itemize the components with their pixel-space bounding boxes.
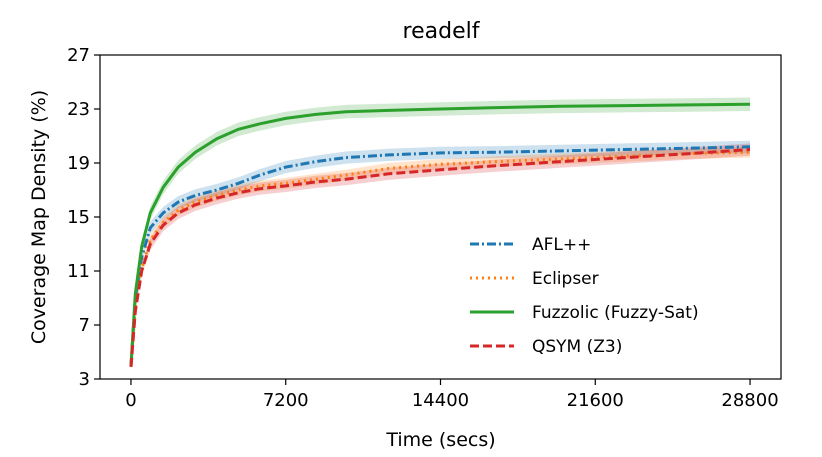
y-tick-label: 19 — [67, 153, 90, 174]
band-1 — [131, 146, 750, 367]
x-tick-label: 21600 — [567, 390, 624, 411]
x-tick-label: 7200 — [263, 390, 309, 411]
y-tick-label: 23 — [67, 99, 90, 120]
confidence-bands — [131, 97, 750, 367]
y-axis-label: Coverage Map Density (%) — [28, 90, 50, 344]
legend: AFL++ Eclipser Fuzzolic (Fuzzy-Sat) QSYM (Z… — [470, 235, 699, 357]
series-line-3 — [129, 148, 751, 368]
legend-label-1: Eclipser — [532, 269, 599, 289]
x-axis-label: Time (secs) — [385, 429, 495, 451]
legend-label-3: QSYM (Z3) — [532, 337, 622, 357]
legend-label-0: AFL++ — [532, 235, 591, 255]
x-axis: 0 7200 14400 21600 28800 — [125, 379, 779, 411]
x-tick-label: 14400 — [412, 390, 469, 411]
band-2 — [131, 97, 750, 366]
band-3 — [131, 143, 750, 367]
y-tick-label: 3 — [79, 369, 90, 390]
y-tick-label: 27 — [67, 45, 90, 66]
x-tick-label: 28800 — [721, 390, 778, 411]
chart-title: readelf — [403, 19, 481, 44]
y-tick-label: 11 — [67, 261, 90, 282]
y-axis: 3 7 11 15 19 23 27 — [67, 45, 100, 390]
x-tick-label: 0 — [125, 390, 136, 411]
y-tick-label: 7 — [79, 315, 90, 336]
series-line-0 — [129, 145, 751, 366]
y-tick-label: 15 — [67, 207, 90, 228]
series-lines — [129, 102, 751, 368]
series-line-2 — [129, 102, 751, 366]
legend-label-2: Fuzzolic (Fuzzy-Sat) — [532, 303, 699, 323]
series-line-1 — [129, 150, 751, 368]
